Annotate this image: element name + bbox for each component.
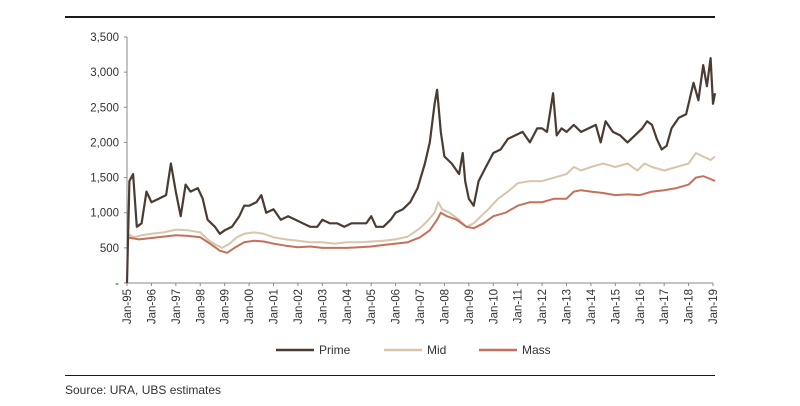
x-tick-label: Jan-01 [269, 289, 281, 324]
y-axis-tick-labels: - 500 1,000 1,500 2,000 2,500 3,000 3,500 [90, 32, 119, 290]
y-tick-label: 500 [100, 243, 119, 255]
x-tick-label: Jan-16 [635, 289, 647, 324]
chart-axes [124, 36, 714, 286]
legend-label-prime: Prime [319, 343, 351, 357]
x-tick-label: Jan-98 [195, 289, 207, 324]
x-tick-label: Jan-13 [562, 289, 574, 324]
legend-label-mass: Mass [522, 343, 551, 357]
series-line-mid [126, 152, 716, 249]
y-tick-label: 3,500 [90, 32, 119, 44]
line-chart: - 500 1,000 1,500 2,000 2,500 3,000 3,500 Jan-9… [90, 32, 720, 357]
x-tick-label: Jan-00 [244, 289, 256, 324]
top-rule [65, 16, 715, 18]
source-note: Source: URA, UBS estimates [65, 383, 222, 397]
x-tick-label: Jan-95 [122, 289, 134, 324]
y-tick-label: 1,000 [90, 208, 119, 220]
y-tick-label: 2,500 [90, 102, 119, 114]
x-tick-label: Jan-14 [586, 288, 598, 324]
x-tick-label: Jan-15 [610, 289, 622, 324]
x-tick-label: Jan-96 [146, 289, 158, 324]
x-tick-label: Jan-08 [439, 289, 451, 324]
chart-legend: Prime Mid Mass [276, 343, 551, 357]
x-axis-tick-labels: Jan-95 Jan-96 Jan-97 Jan-98 Jan-99 Jan-00 Jan-… [122, 288, 720, 324]
x-tick-label: Jan-03 [317, 289, 329, 324]
x-tick-label: Jan-10 [488, 289, 500, 324]
x-tick-label: Jan-04 [342, 288, 354, 324]
x-tick-label: Jan-05 [366, 289, 378, 324]
y-tick-label: 1,500 [90, 173, 119, 185]
x-tick-label: Jan-06 [391, 289, 403, 324]
x-tick-label: Jan-19 [708, 289, 720, 324]
x-tick-label: Jan-02 [293, 289, 305, 324]
x-tick-label: Jan-07 [415, 289, 427, 324]
x-tick-label: Jan-99 [220, 289, 232, 324]
x-tick-label: Jan-12 [537, 289, 549, 324]
bottom-rule [65, 375, 715, 376]
series-line-mass [126, 175, 716, 254]
chart-series-lines [125, 57, 717, 284]
series-line-prime [125, 57, 717, 284]
x-tick-label: Jan-97 [171, 289, 183, 324]
y-tick-label: 3,000 [90, 67, 119, 79]
x-tick-label: Jan-17 [659, 289, 671, 324]
y-tick-label: - [115, 278, 119, 290]
y-tick-label: 2,000 [90, 137, 119, 149]
x-tick-label: Jan-11 [513, 289, 525, 323]
x-tick-label: Jan-18 [684, 289, 696, 324]
x-tick-label: Jan-09 [464, 289, 476, 324]
legend-label-mid: Mid [427, 343, 446, 357]
